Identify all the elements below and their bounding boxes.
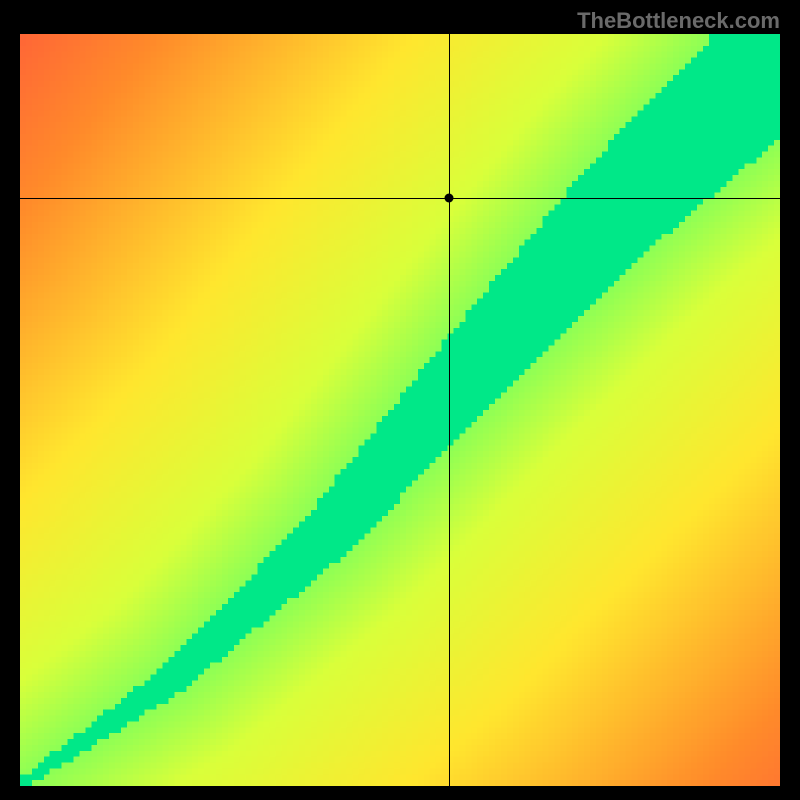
heatmap-canvas [20, 34, 780, 786]
crosshair-dot [445, 193, 454, 202]
crosshair-vertical-line [449, 34, 450, 786]
crosshair-horizontal-line [20, 198, 780, 199]
watermark-text: TheBottleneck.com [577, 8, 780, 34]
plot-area [20, 34, 780, 786]
